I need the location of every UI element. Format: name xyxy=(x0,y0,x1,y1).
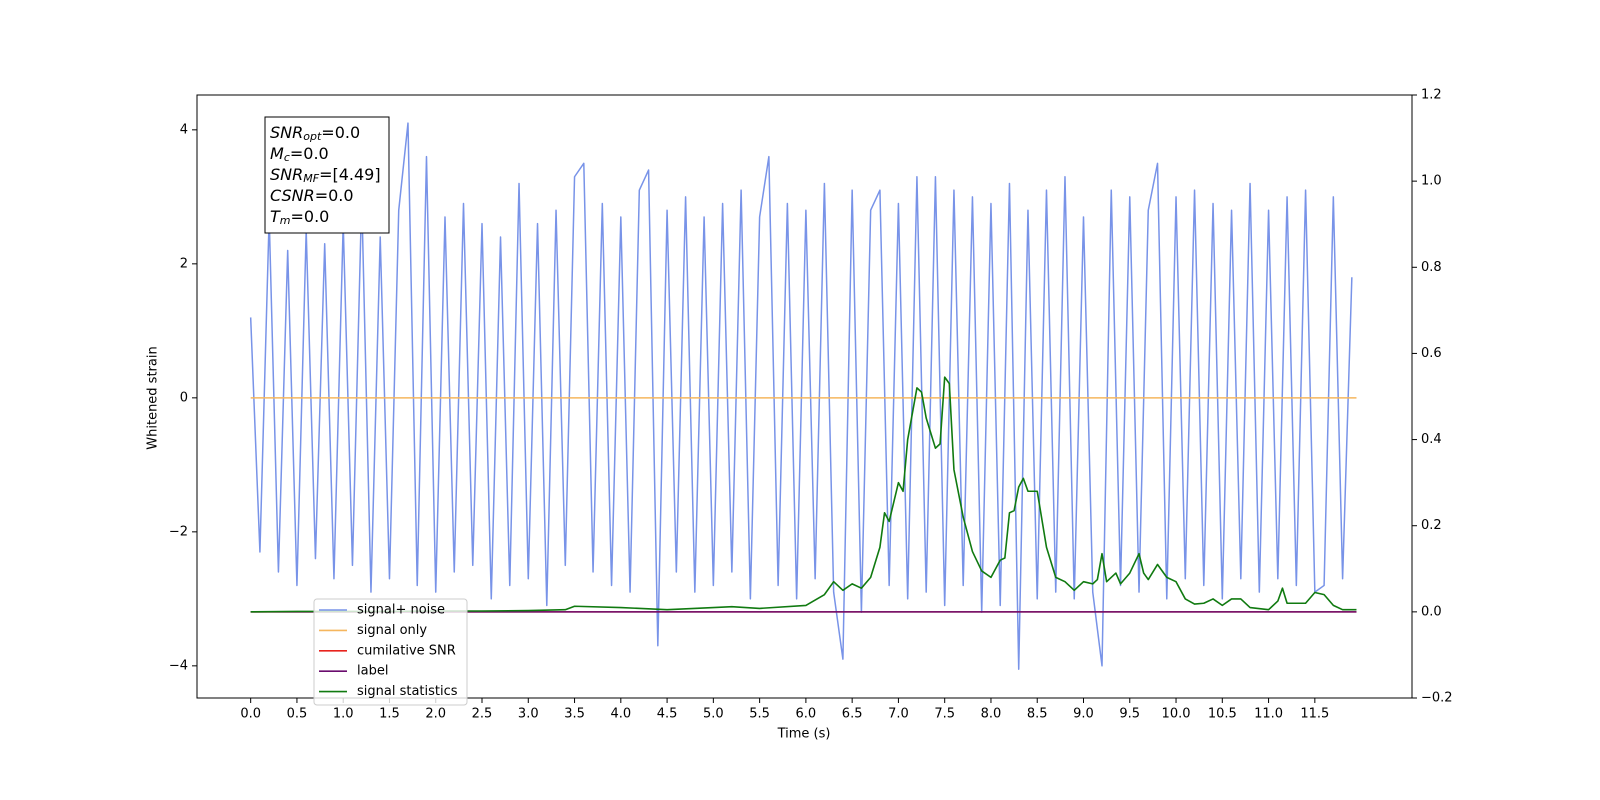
y2-tick-label: 1.0 xyxy=(1421,174,1442,189)
x-tick-label: 8.5 xyxy=(1027,707,1048,722)
annotation-name: T xyxy=(270,207,281,226)
legend-label: signal statistics xyxy=(357,684,458,699)
annotation-text: CSNR=0.0 xyxy=(270,186,354,205)
series-line xyxy=(249,122,1353,670)
x-tick-label: 5.5 xyxy=(749,707,770,722)
y2-tick-label: 1.2 xyxy=(1421,88,1442,103)
annotation-box: SNRopt=0.0Mc=0.0SNRMF=[4.49]CSNR=0.0Tm=0… xyxy=(264,116,390,234)
annotation-sub: opt xyxy=(303,130,322,143)
plot-frame xyxy=(196,94,1413,699)
x-tick-label: 11.0 xyxy=(1254,707,1283,722)
x-tick-label: 10.0 xyxy=(1162,707,1191,722)
legend-label: label xyxy=(357,664,388,679)
annotation-sub: m xyxy=(280,214,291,227)
annotation-frame xyxy=(264,116,390,234)
legend-label: signal only xyxy=(357,623,427,638)
annotation-name: M xyxy=(270,144,284,163)
x-tick-label: 5.0 xyxy=(703,707,724,722)
annotation-sub: c xyxy=(284,151,290,164)
y2-tick-label: 0.8 xyxy=(1421,260,1442,275)
annotation-text: SNRopt=0.0 xyxy=(270,123,360,144)
y-tick-label: 0 xyxy=(180,390,188,405)
annotation-value: =0.0 xyxy=(291,207,330,226)
y-tick-label: −4 xyxy=(169,658,188,673)
annotation-sub: MF xyxy=(303,172,319,185)
x-tick-label: 2.0 xyxy=(425,707,446,722)
x-tick-label: 2.5 xyxy=(472,707,493,722)
x-tick-label: 10.5 xyxy=(1208,707,1237,722)
x-tick-label: 6.5 xyxy=(842,707,863,722)
x-tick-label: 9.5 xyxy=(1119,707,1140,722)
y2-tick-label: 0.4 xyxy=(1421,432,1442,447)
annotation-value: =0.0 xyxy=(315,186,354,205)
x-tick-label: 7.5 xyxy=(934,707,955,722)
y2-tick-label: −0.2 xyxy=(1421,691,1453,706)
annotation-text: Tm=0.0 xyxy=(270,207,329,228)
x-tick-label: 3.5 xyxy=(564,707,585,722)
legend-frame xyxy=(313,598,468,706)
x-tick-label: 0.5 xyxy=(287,707,308,722)
y2-tick-label: 0.2 xyxy=(1421,518,1442,533)
x-axis-label: Time (s) xyxy=(777,727,831,742)
annotation-value: =[4.49] xyxy=(319,165,381,184)
annotation-name: SNR xyxy=(270,123,303,142)
x-tick-label: 7.0 xyxy=(888,707,909,722)
y2-tick-label: 0.0 xyxy=(1421,604,1442,619)
series-line xyxy=(250,376,1357,613)
x-tick-label: 1.0 xyxy=(333,707,354,722)
annotation-text: SNRMF=[4.49] xyxy=(270,165,381,186)
annotation-text: Mc=0.0 xyxy=(270,144,329,165)
annotation-value: =0.0 xyxy=(321,123,360,142)
x-tick-label: 8.0 xyxy=(981,707,1002,722)
annotation-name: SNR xyxy=(270,165,303,184)
y-tick-label: 2 xyxy=(180,256,188,271)
y-tick-label: −2 xyxy=(169,524,188,539)
x-tick-label: 1.5 xyxy=(379,707,400,722)
x-tick-label: 3.0 xyxy=(518,707,539,722)
y-axis-label: Whitened strain xyxy=(146,346,161,449)
annotation-value: =0.0 xyxy=(290,144,329,163)
legend-label: cumilative SNR xyxy=(357,643,456,658)
x-tick-label: 4.0 xyxy=(610,707,631,722)
legend: signal+ noise signal only cumilative SNR la… xyxy=(313,598,468,706)
x-tick-label: 11.5 xyxy=(1300,707,1329,722)
y-tick-label: 4 xyxy=(180,122,188,137)
y2-tick-label: 0.6 xyxy=(1421,346,1442,361)
legend-label: signal+ noise xyxy=(357,603,445,618)
x-tick-label: 6.0 xyxy=(796,707,817,722)
annotation-name: CSNR xyxy=(270,186,315,205)
x-tick-label: 0.0 xyxy=(240,707,261,722)
x-tick-label: 9.0 xyxy=(1073,707,1094,722)
x-tick-label: 4.5 xyxy=(657,707,678,722)
